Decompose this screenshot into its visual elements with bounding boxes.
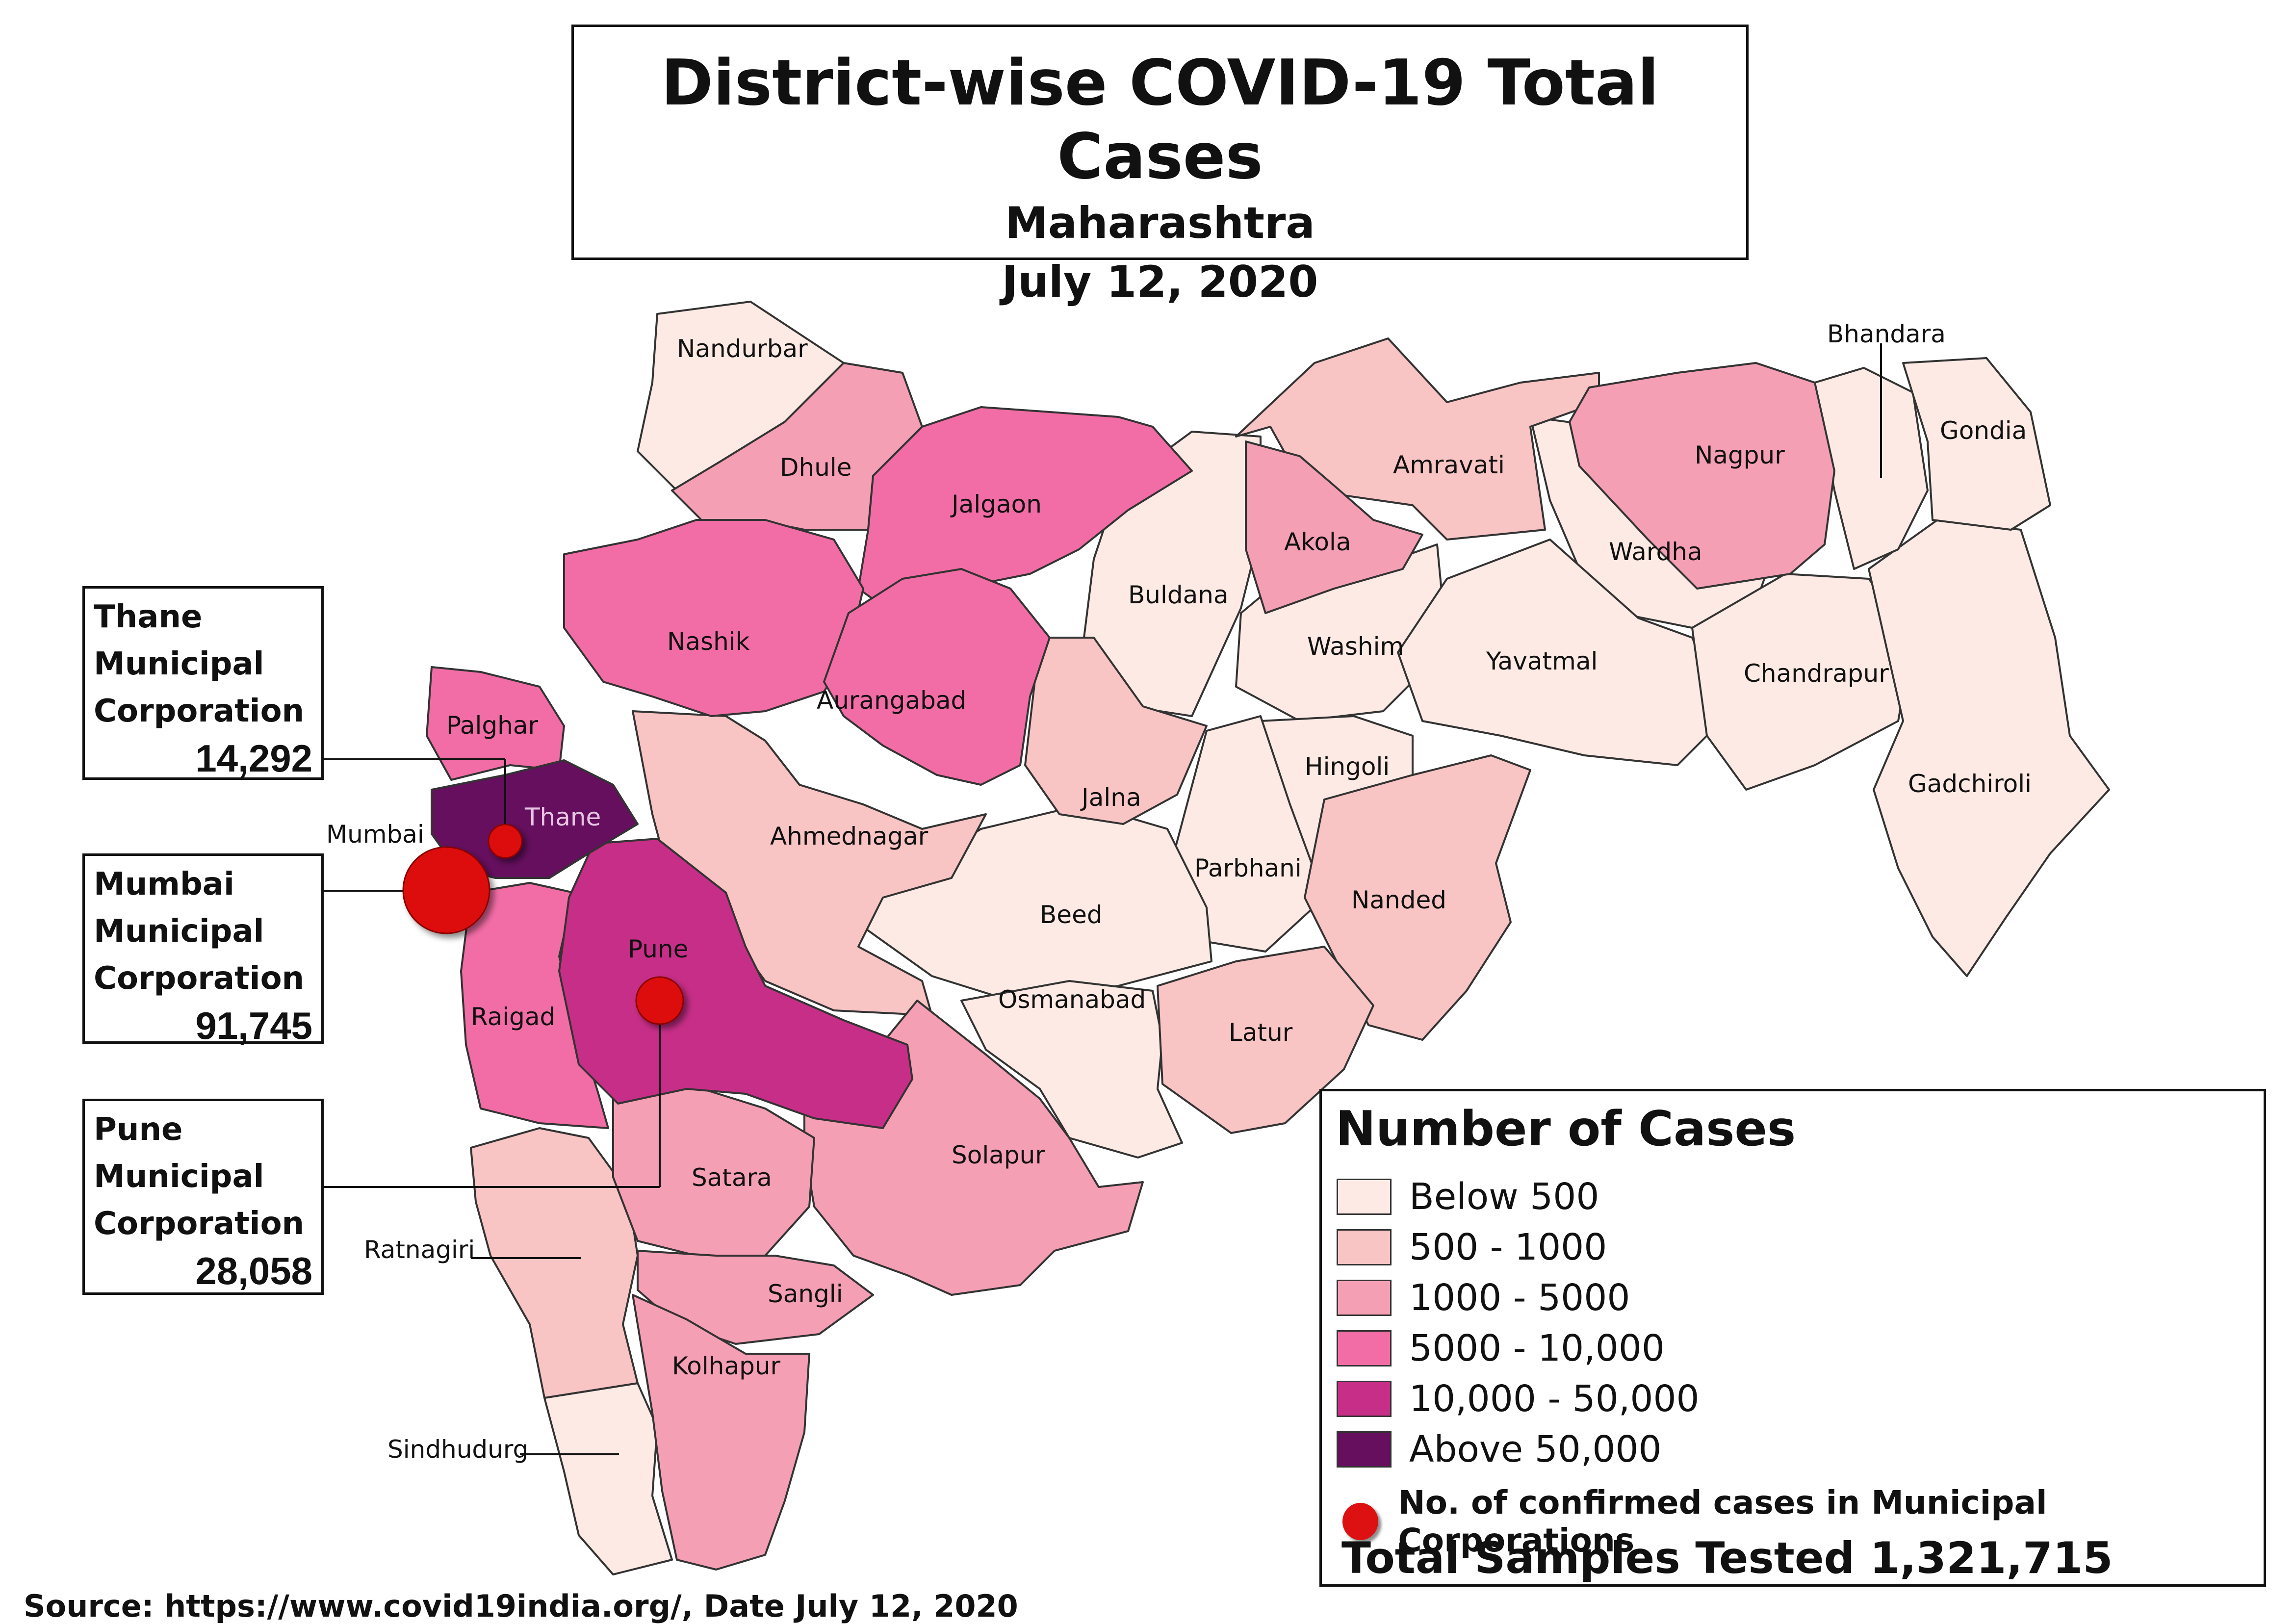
pune-corporation-marker[interactable] [635,976,684,1025]
label-nagpur: Nagpur [1695,441,1785,469]
label-ratnagiri: Ratnagiri [364,1236,475,1264]
title-box: District-wise COVID-19 Total Cases Mahar… [571,25,1749,307]
label-washim: Washim [1307,632,1404,661]
district-latur[interactable] [1157,946,1374,1134]
label-wardha: Wardha [1609,538,1702,566]
legend-item: Above 50,000 [1337,1427,1662,1471]
pune-corporation-callout: Pune Municipal Corporation 28,058 [82,1099,324,1295]
label-sangli: Sangli [768,1280,843,1308]
legend-label: 5000 - 10,000 [1409,1327,1665,1369]
label-jalna: Jalna [1080,783,1141,812]
total-samples-tested: Total Samples Tested 1,321,715 [1341,1533,2113,1583]
district-raigad[interactable] [460,882,609,1129]
callout-name: Thane Municipal Corporation [94,599,305,729]
district-nanded[interactable] [1304,754,1531,1041]
district-satara[interactable] [612,1083,815,1257]
district-jalgaon[interactable] [857,406,1193,614]
label-mumbai: Mumbai [326,820,424,849]
map-title: District-wise COVID-19 Total Cases [661,47,1659,193]
legend-item: 1000 - 5000 [1337,1276,1630,1320]
callout-value: 14,292 [195,737,312,780]
callout-name: Pune Municipal Corporation [94,1111,305,1242]
callout-value: 91,745 [195,1004,312,1047]
label-dhule: Dhule [780,453,852,482]
label-latur: Latur [1229,1018,1293,1047]
legend-label: 500 - 1000 [1409,1226,1607,1268]
thane-corporation-callout: Thane Municipal Corporation 14,292 [82,586,324,780]
legend-item: 5000 - 10,000 [1337,1326,1665,1370]
label-kolhapur: Kolhapur [672,1352,781,1380]
callout-name: Mumbai Municipal Corporation [94,866,305,997]
callout-value: 28,058 [195,1249,312,1292]
legend-swatch [1337,1330,1392,1366]
label-aurangabad: Aurangabad [817,686,966,715]
label-gadchiroli: Gadchiroli [1908,770,2032,798]
legend-label: Below 500 [1409,1176,1599,1218]
district-bhandara[interactable] [1814,367,1929,570]
legend-item: 10,000 - 50,000 [1337,1377,1700,1421]
legend-marker-label: No. of confirmed cases in Municipal Corp… [1398,1484,2047,1559]
label-osmanabad: Osmanabad [998,985,1146,1014]
label-pune: Pune [628,935,688,963]
label-bhandara: Bhandara [1827,320,1946,348]
label-hingoli: Hingoli [1305,752,1390,781]
legend-label: 10,000 - 50,000 [1409,1378,1700,1420]
map-subtitle-state: Maharashtra [1005,198,1315,248]
legend-swatch [1337,1280,1392,1316]
district-akola[interactable] [1245,440,1423,614]
district-chandrapur[interactable] [1691,573,1914,791]
label-gondia: Gondia [1940,416,2027,445]
label-amravati: Amravati [1393,451,1505,479]
legend: Number of Cases Below 500 500 - 1000 100… [1319,1089,2266,1587]
mumbai-corporation-callout: Mumbai Municipal Corporation 91,745 [82,853,324,1047]
label-parbhani: Parbhani [1194,854,1302,882]
label-jalgaon: Jalgaon [950,490,1042,518]
district-sindhudurg[interactable] [543,1382,673,1575]
district-gondia[interactable] [1902,357,2051,531]
mumbai-corporation-marker[interactable] [402,846,490,934]
legend-swatch [1337,1229,1392,1265]
label-ahmednagar: Ahmednagar [770,822,928,851]
district-parbhani[interactable] [1166,715,1325,953]
legend-label: 1000 - 5000 [1409,1277,1630,1319]
label-satara: Satara [692,1163,772,1192]
label-akola: Akola [1284,528,1351,556]
legend-title: Number of Cases [1336,1101,1796,1157]
label-buldana: Buldana [1128,581,1229,609]
label-beed: Beed [1040,901,1103,929]
district-pune[interactable] [558,838,913,1129]
legend-marker-item: No. of confirmed cases in Municipal Corp… [1342,1484,2264,1559]
legend-swatch [1337,1381,1392,1417]
legend-swatch [1337,1179,1392,1215]
legend-item: 500 - 1000 [1337,1225,1607,1269]
label-raigad: Raigad [471,1003,555,1031]
label-nanded: Nanded [1351,886,1446,914]
district-ratnagiri[interactable] [470,1127,639,1399]
district-yavatmal[interactable] [1397,539,1727,766]
label-nashik: Nashik [667,627,750,656]
district-osmanabad[interactable] [960,980,1183,1159]
label-thane: Thane [524,803,601,831]
district-gadchiroli[interactable] [1868,519,2110,977]
label-chandrapur: Chandrapur [1744,659,1889,688]
label-sindhudurg: Sindhudurg [387,1435,528,1464]
district-jalna[interactable] [1024,637,1208,825]
label-nandurbar: Nandurbar [677,335,808,363]
legend-swatch [1337,1431,1392,1468]
label-solapur: Solapur [952,1141,1045,1169]
red-dot-icon [1342,1503,1379,1540]
label-yavatmal: Yavatmal [1486,647,1598,675]
district-nagpur[interactable] [1569,362,1835,590]
map-subtitle-date: July 12, 2020 [1002,257,1318,307]
source-note: Source: https://www.covid19india.org/, D… [24,1588,1018,1624]
district-kolhapur[interactable] [632,1294,810,1571]
thane-corporation-marker[interactable] [488,824,523,859]
legend-item: Below 500 [1337,1175,1599,1219]
legend-label: Above 50,000 [1409,1428,1662,1470]
label-palghar: Palghar [446,711,539,740]
district-aurangabad[interactable] [823,568,1051,786]
